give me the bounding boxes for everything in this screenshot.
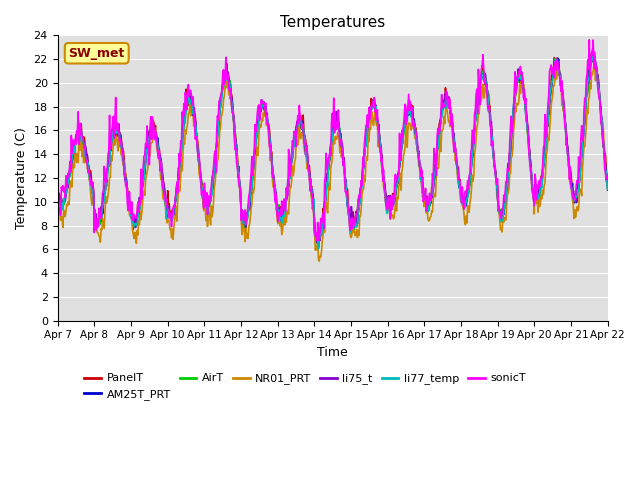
li77_temp — [417, 164, 424, 169]
AM25T_PRT — [176, 162, 184, 168]
X-axis label: Time: Time — [317, 346, 348, 359]
AM25T_PRT — [604, 187, 612, 193]
sonicT — [417, 167, 424, 173]
sonicT — [176, 159, 184, 165]
PanelT — [400, 123, 408, 129]
sonicT — [120, 172, 128, 178]
li75_t — [417, 160, 424, 166]
PanelT — [604, 180, 612, 186]
li75_t — [176, 160, 184, 166]
PanelT — [417, 163, 424, 169]
PanelT — [120, 155, 128, 161]
AM25T_PRT — [589, 52, 596, 58]
Line: NR01_PRT: NR01_PRT — [58, 62, 608, 261]
AirT — [205, 203, 213, 209]
Text: SW_met: SW_met — [68, 47, 125, 60]
AirT — [604, 187, 612, 192]
NR01_PRT — [205, 209, 213, 215]
li75_t — [604, 183, 612, 189]
AirT — [314, 243, 321, 249]
NR01_PRT — [54, 193, 61, 199]
NR01_PRT — [63, 203, 71, 208]
AM25T_PRT — [54, 191, 61, 196]
Y-axis label: Temperature (C): Temperature (C) — [15, 127, 28, 229]
sonicT — [604, 173, 612, 179]
sonicT — [54, 194, 61, 200]
sonicT — [400, 115, 408, 121]
AM25T_PRT — [417, 166, 424, 171]
NR01_PRT — [400, 151, 408, 156]
Title: Temperatures: Temperatures — [280, 15, 385, 30]
sonicT — [316, 238, 323, 244]
NR01_PRT — [417, 177, 424, 182]
AirT — [54, 196, 61, 202]
PanelT — [314, 238, 321, 243]
Line: sonicT: sonicT — [58, 40, 608, 241]
li75_t — [589, 49, 596, 55]
li77_temp — [590, 53, 598, 59]
NR01_PRT — [316, 258, 323, 264]
li77_temp — [604, 187, 612, 192]
Line: AirT: AirT — [58, 52, 608, 246]
NR01_PRT — [604, 177, 612, 183]
AM25T_PRT — [400, 126, 408, 132]
PanelT — [54, 195, 61, 201]
li77_temp — [205, 199, 213, 205]
li77_temp — [120, 167, 128, 172]
AirT — [120, 168, 128, 173]
li75_t — [315, 241, 323, 247]
AirT — [63, 183, 71, 189]
li75_t — [205, 197, 213, 203]
AirT — [176, 161, 184, 167]
li77_temp — [315, 246, 323, 252]
Line: AM25T_PRT: AM25T_PRT — [58, 55, 608, 247]
sonicT — [63, 174, 71, 180]
li77_temp — [63, 181, 71, 187]
Legend: PanelT, AM25T_PRT, AirT, NR01_PRT, li75_t, li77_temp, sonicT: PanelT, AM25T_PRT, AirT, NR01_PRT, li75_… — [80, 369, 531, 404]
li77_temp — [54, 198, 61, 204]
li75_t — [63, 180, 71, 186]
Line: PanelT: PanelT — [58, 48, 608, 240]
AM25T_PRT — [205, 202, 213, 207]
li75_t — [120, 162, 128, 168]
PanelT — [589, 45, 597, 51]
NR01_PRT — [120, 158, 128, 164]
AM25T_PRT — [63, 179, 71, 184]
Line: li75_t: li75_t — [58, 52, 608, 244]
AM25T_PRT — [120, 165, 128, 171]
AirT — [589, 49, 597, 55]
sonicT — [586, 37, 593, 43]
AirT — [417, 165, 424, 170]
NR01_PRT — [176, 188, 184, 193]
li75_t — [54, 193, 61, 199]
NR01_PRT — [591, 59, 598, 65]
AM25T_PRT — [315, 244, 323, 250]
sonicT — [205, 203, 213, 209]
Line: li77_temp: li77_temp — [58, 56, 608, 249]
li77_temp — [400, 126, 408, 132]
li77_temp — [176, 158, 184, 164]
PanelT — [63, 186, 71, 192]
li75_t — [400, 127, 408, 132]
PanelT — [176, 162, 184, 168]
PanelT — [205, 194, 213, 200]
AirT — [400, 129, 408, 134]
